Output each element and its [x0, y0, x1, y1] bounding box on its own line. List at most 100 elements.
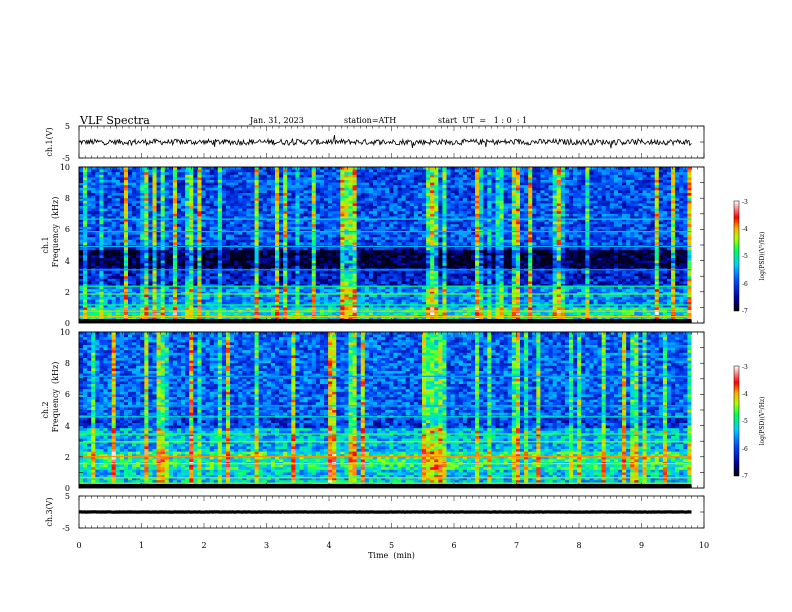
- spec1-cell: [316, 313, 320, 316]
- spec1-cell: [226, 281, 230, 284]
- spec1-cell: [361, 248, 365, 251]
- spec1-cell: [365, 193, 369, 196]
- spec1-cell: [193, 177, 197, 180]
- spec1-cell: [320, 190, 324, 193]
- spec1-cell: [414, 263, 418, 266]
- spec1-cell: [87, 188, 91, 191]
- spec1-cell: [406, 167, 410, 170]
- spec1-cell: [193, 276, 197, 279]
- spec1-cell: [251, 209, 255, 212]
- spec1-cell: [389, 201, 393, 204]
- spec1-cell: [295, 287, 299, 290]
- spec1-cell: [275, 297, 279, 300]
- spec1-cell: [340, 297, 344, 300]
- spec1-cell: [287, 263, 291, 266]
- spec1-cell: [234, 271, 238, 274]
- spec1-cell: [226, 255, 230, 258]
- spec1-cell: [210, 297, 214, 300]
- spec1-cell: [218, 190, 222, 193]
- spec1-cell: [144, 183, 148, 186]
- spec1-cell: [173, 313, 177, 316]
- spec1-cell: [206, 211, 210, 214]
- spec1-cell: [283, 224, 287, 227]
- spec1-cell: [287, 279, 291, 282]
- spec1-cell: [316, 281, 320, 284]
- spec1-cell: [279, 224, 283, 227]
- spec1-cell: [312, 170, 316, 173]
- spec1-cell: [210, 183, 214, 186]
- spec1-cell: [112, 167, 116, 170]
- spec1-cell: [389, 183, 393, 186]
- spec1-cell: [304, 175, 308, 178]
- spec1-cell: [377, 193, 381, 196]
- spec1-cell: [357, 261, 361, 264]
- spec1-cell: [259, 266, 263, 269]
- spec1-cell: [410, 242, 414, 245]
- spec1-cell: [99, 266, 103, 269]
- spec1-cell: [177, 279, 181, 282]
- spec1-cell: [246, 198, 250, 201]
- spec1-cell: [349, 266, 353, 269]
- spec1-cell: [263, 203, 267, 206]
- spec1-cell: [181, 209, 185, 212]
- spec1-cell: [340, 232, 344, 235]
- spec1-cell: [108, 242, 112, 245]
- spec1-cell: [173, 237, 177, 240]
- spec1-cell: [238, 183, 242, 186]
- spec1-cell: [324, 177, 328, 180]
- spec1-cell: [193, 240, 197, 243]
- spec1-cell: [157, 170, 161, 173]
- spec1-cell: [340, 263, 344, 266]
- spec1-cell: [157, 266, 161, 269]
- spec1-cell: [214, 203, 218, 206]
- spec1-cell: [120, 198, 124, 201]
- spec1-cell: [283, 214, 287, 217]
- spec1-cell: [320, 196, 324, 199]
- spec1-cell: [312, 188, 316, 191]
- spec1-cell: [108, 167, 112, 170]
- spec1-cell: [238, 206, 242, 209]
- spec1-cell: [153, 193, 157, 196]
- spec1-cell: [157, 281, 161, 284]
- spec1-cell: [148, 313, 152, 316]
- spec1-cell: [83, 203, 87, 206]
- spec1-cell: [234, 227, 238, 230]
- spec1-cell: [312, 203, 316, 206]
- spec1-cell: [87, 198, 91, 201]
- spec1-cell: [226, 307, 230, 310]
- spec1-cell: [259, 235, 263, 238]
- spec1-cell: [377, 248, 381, 251]
- spec1-cell: [304, 172, 308, 175]
- spec1-cell: [373, 248, 377, 251]
- spec1-cell: [197, 172, 201, 175]
- spec1-cell: [255, 240, 259, 243]
- spec1-cell: [230, 300, 234, 303]
- spec1-cell: [406, 232, 410, 235]
- spec1-cell: [169, 242, 173, 245]
- spec1-cell: [197, 222, 201, 225]
- spec1-cell: [251, 198, 255, 201]
- spec1-cell: [398, 242, 402, 245]
- spec1-cell: [214, 287, 218, 290]
- spec1-cell: [267, 183, 271, 186]
- spec1-cell: [177, 180, 181, 183]
- spec1-cell: [275, 224, 279, 227]
- spec1-cell: [328, 211, 332, 214]
- spec1-cell: [116, 203, 120, 206]
- spec1-cell: [169, 281, 173, 284]
- spec1-cell: [99, 206, 103, 209]
- spec1-cell: [226, 175, 230, 178]
- spec1-cell: [283, 172, 287, 175]
- spec1-cell: [136, 185, 140, 188]
- spec1-cell: [263, 261, 267, 264]
- spec1-cell: [328, 279, 332, 282]
- spec1-cell: [144, 266, 148, 269]
- spec1-cell: [185, 297, 189, 300]
- spec1-cell: [99, 248, 103, 251]
- spec1-cell: [369, 214, 373, 217]
- spec1-cell: [161, 240, 165, 243]
- spec1-cell: [320, 235, 324, 238]
- spec1-cell: [197, 190, 201, 193]
- spec1-cell: [128, 261, 132, 264]
- spec1-cell: [259, 201, 263, 204]
